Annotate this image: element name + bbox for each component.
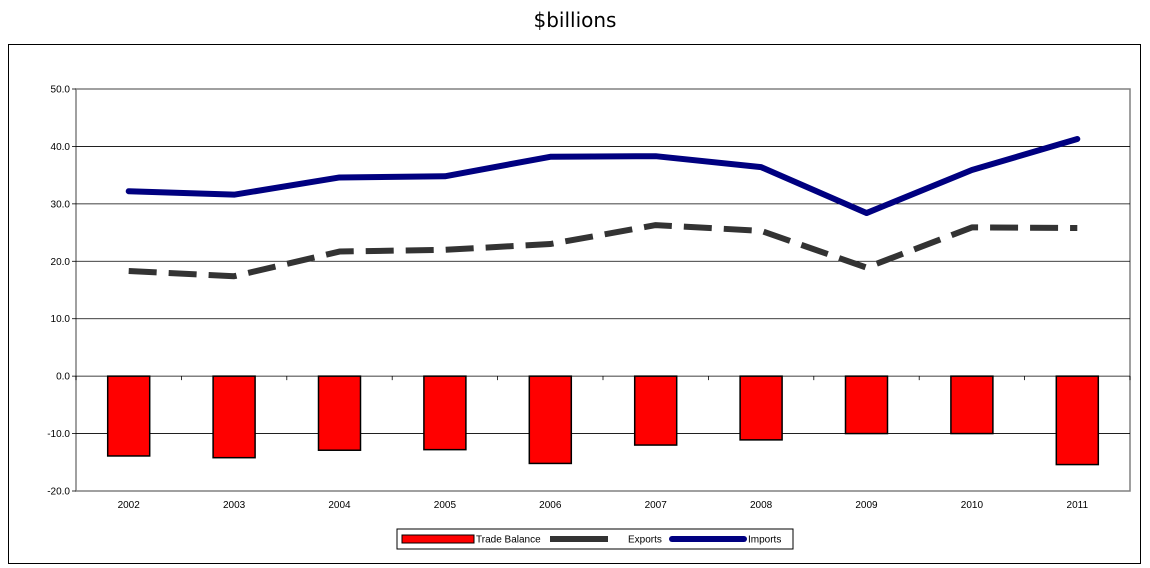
y-tick-label: 50.0 — [51, 85, 71, 96]
legend: Trade Balance Exports Imports — [396, 528, 794, 550]
x-tick-label: 2009 — [855, 500, 878, 511]
bar-trade-balance — [423, 375, 467, 451]
bar-trade-balance — [844, 375, 889, 435]
line-series — [125, 135, 1081, 280]
legend-label-imports: Imports — [748, 535, 781, 546]
x-tick-label: 2008 — [750, 500, 773, 511]
bar-trade-balance — [212, 375, 256, 459]
bar-trade-balance — [528, 375, 573, 465]
y-tick-label: -10.0 — [47, 429, 70, 440]
legend-label-exports: Exports — [628, 535, 662, 546]
bar-trade-balance — [739, 375, 783, 441]
x-tick-label: 2006 — [539, 500, 562, 511]
y-tick-label: -20.0 — [47, 487, 70, 498]
y-tick-label: 10.0 — [51, 314, 71, 325]
legend-label-trade-balance: Trade Balance — [476, 535, 541, 546]
x-tick-label: 2004 — [328, 500, 351, 511]
x-tick-label: 2005 — [434, 500, 457, 511]
bar-trade-balance — [633, 375, 678, 446]
x-tick-label: 2003 — [223, 500, 246, 511]
chart-title: $billions — [533, 8, 617, 32]
bar-trade-balance — [317, 375, 362, 451]
y-tick-label: 40.0 — [51, 142, 71, 153]
x-axis-ticks: 2002 2003 2004 2005 2006 2007 2008 2009 2010 2011 — [118, 500, 1089, 511]
x-tick-label: 2011 — [1067, 500, 1089, 511]
line-exports — [128, 222, 1078, 280]
y-axis-ticks: 50.0 40.0 30.0 20.0 10.0 0.0 -10.0 -20.0 — [47, 85, 70, 498]
gridlines — [72, 88, 1131, 492]
bar-trade-balance — [106, 375, 151, 457]
x-tick-label: 2002 — [118, 500, 141, 511]
bar-series — [106, 375, 1100, 466]
legend-swatch-trade-balance — [401, 534, 475, 544]
chart-frame — [8, 44, 1141, 564]
x-tick-label: 2010 — [961, 500, 984, 511]
bar-trade-balance — [950, 375, 994, 435]
line-imports — [125, 135, 1081, 217]
y-tick-label: 0.0 — [56, 372, 70, 383]
x-tick-label: 2007 — [645, 500, 668, 511]
y-tick-label: 20.0 — [51, 257, 71, 268]
y-tick-label: 30.0 — [51, 199, 71, 210]
bar-trade-balance — [1055, 375, 1100, 466]
